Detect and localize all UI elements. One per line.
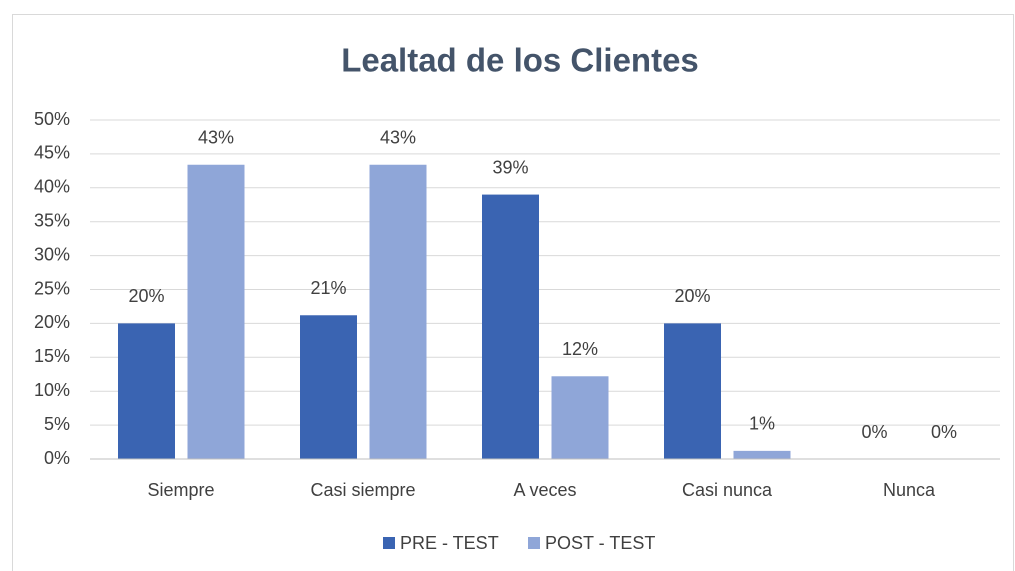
bar <box>482 194 539 459</box>
value-label: 21% <box>310 278 346 298</box>
y-tick-label: 25% <box>34 278 70 298</box>
value-label: 39% <box>492 157 528 177</box>
y-tick-label: 35% <box>34 210 70 230</box>
value-label: 0% <box>931 422 957 442</box>
legend-swatch <box>528 537 540 549</box>
legend-label: PRE - TEST <box>400 533 499 553</box>
y-tick-label: 10% <box>34 380 70 400</box>
x-tick-label: A veces <box>513 480 576 500</box>
y-tick-label: 0% <box>44 448 70 468</box>
legend-label: POST - TEST <box>545 533 655 553</box>
bar <box>300 315 357 459</box>
legend-swatch <box>383 537 395 549</box>
chart-title: Lealtad de los Clientes <box>341 42 699 79</box>
y-tick-label: 45% <box>34 143 70 163</box>
x-tick-label: Siempre <box>147 480 214 500</box>
value-label: 20% <box>674 286 710 306</box>
value-label: 43% <box>380 127 416 147</box>
value-label: 1% <box>749 414 775 434</box>
y-tick-label: 30% <box>34 244 70 264</box>
value-label: 20% <box>128 286 164 306</box>
x-tick-label: Casi siempre <box>310 480 415 500</box>
bar <box>733 450 791 459</box>
y-tick-label: 50% <box>34 109 70 129</box>
bar <box>118 323 175 459</box>
x-tick-label: Nunca <box>883 480 936 500</box>
y-tick-label: 40% <box>34 177 70 197</box>
bar <box>551 376 609 459</box>
bar <box>664 323 721 459</box>
bar <box>187 164 245 460</box>
y-tick-label: 15% <box>34 346 70 366</box>
value-label: 12% <box>562 339 598 359</box>
x-tick-label: Casi nunca <box>682 480 773 500</box>
value-label: 0% <box>861 422 887 442</box>
y-tick-label: 20% <box>34 312 70 332</box>
bar <box>369 164 427 460</box>
value-label: 43% <box>198 127 234 147</box>
y-tick-label: 5% <box>44 414 70 434</box>
